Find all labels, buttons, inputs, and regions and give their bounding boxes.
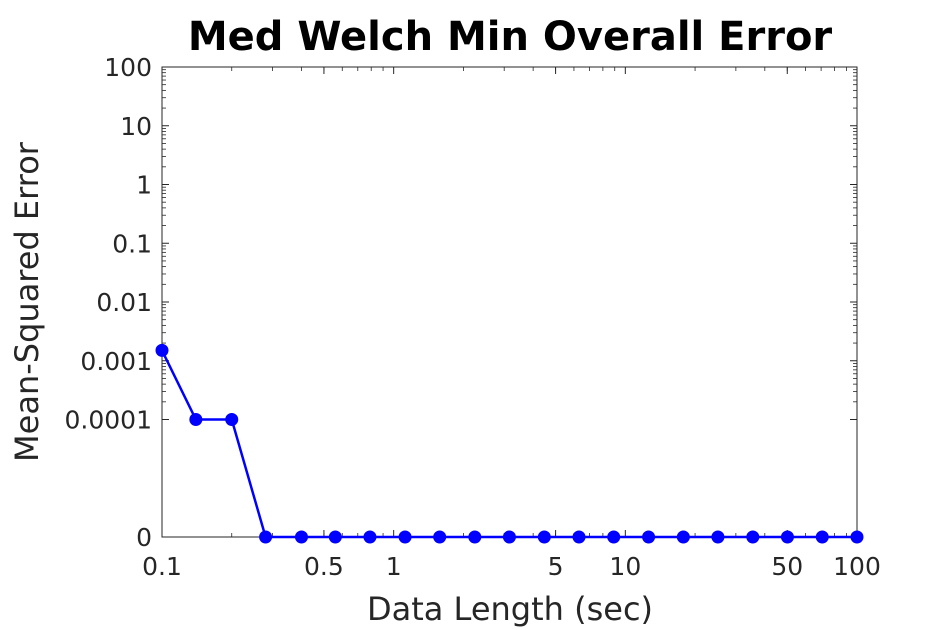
y-tick-label: 100	[104, 53, 152, 82]
x-tick-label: 0.5	[304, 552, 344, 581]
data-point	[189, 413, 203, 426]
data-point	[363, 530, 377, 544]
data-point	[502, 530, 516, 544]
x-tick-label: 0.1	[142, 552, 182, 581]
data-point	[815, 530, 829, 544]
x-tick-label: 10	[609, 552, 641, 581]
data-point	[746, 530, 760, 544]
y-tick-label: 0.0001	[65, 406, 152, 435]
plot-area	[161, 66, 858, 538]
x-tick-label: 5	[548, 552, 564, 581]
data-point	[780, 530, 794, 544]
x-tick-label: 50	[771, 552, 803, 581]
data-point	[398, 530, 412, 544]
y-tick-label: 1	[136, 171, 152, 200]
y-tick-label: 0.001	[80, 347, 152, 376]
data-point	[259, 530, 273, 544]
data-point	[711, 530, 725, 544]
series-layer	[155, 343, 864, 544]
x-tick-label: 100	[833, 552, 881, 581]
data-point	[572, 530, 586, 544]
x-tick-label: 1	[386, 552, 402, 581]
chart-title: Med Welch Min Overall Error	[188, 14, 833, 60]
data-point	[676, 530, 690, 544]
data-point	[607, 530, 621, 544]
y-tick-label: 0.1	[112, 229, 152, 258]
data-point	[537, 530, 551, 544]
y-tick-label: 0.01	[96, 288, 152, 317]
y-axis: 100 10 1 0.1 0.01 0.001 0.0001 0	[65, 53, 857, 552]
data-point	[294, 530, 308, 544]
data-point	[225, 413, 239, 426]
data-point	[328, 530, 342, 544]
data-point	[433, 530, 447, 544]
y-tick-label: 0	[136, 523, 152, 552]
data-point	[468, 530, 482, 544]
y-tick-label: 10	[120, 112, 152, 141]
data-point	[642, 530, 656, 544]
x-axis-label: Data Length (sec)	[367, 590, 653, 628]
data-point	[850, 530, 864, 544]
y-axis-label: Mean-Squared Error	[8, 141, 46, 462]
data-point	[155, 343, 169, 357]
